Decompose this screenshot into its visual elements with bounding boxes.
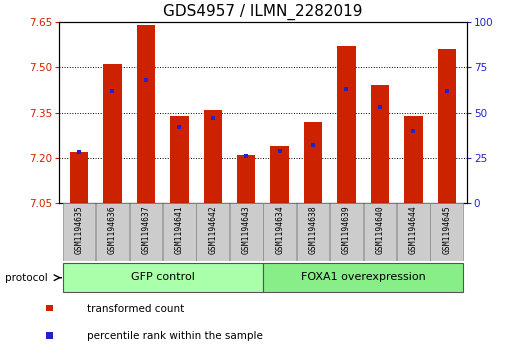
- Bar: [96, 203, 129, 261]
- Text: GSM1194645: GSM1194645: [442, 205, 451, 254]
- Point: [309, 142, 317, 148]
- Point: [409, 128, 418, 134]
- Text: GFP control: GFP control: [131, 272, 194, 282]
- Text: transformed count: transformed count: [87, 303, 185, 314]
- Bar: [297, 203, 329, 261]
- Bar: [103, 64, 122, 203]
- Point: [443, 88, 451, 94]
- Text: GSM1194639: GSM1194639: [342, 205, 351, 254]
- Point: [209, 115, 217, 121]
- Bar: [304, 122, 322, 203]
- Text: GSM1194635: GSM1194635: [74, 205, 84, 254]
- Text: GSM1194637: GSM1194637: [142, 205, 150, 254]
- Bar: [196, 203, 229, 261]
- Point: [242, 153, 250, 159]
- Text: GSM1194642: GSM1194642: [208, 205, 218, 254]
- Point: [342, 86, 350, 92]
- Bar: [330, 203, 363, 261]
- Text: GSM1194640: GSM1194640: [376, 205, 384, 254]
- Text: GSM1194638: GSM1194638: [308, 205, 318, 254]
- Text: GSM1194641: GSM1194641: [175, 205, 184, 254]
- Bar: [270, 146, 289, 203]
- Bar: [63, 203, 95, 261]
- Bar: [137, 25, 155, 203]
- Point: [75, 150, 83, 155]
- Text: percentile rank within the sample: percentile rank within the sample: [87, 331, 263, 341]
- Title: GDS4957 / ILMN_2282019: GDS4957 / ILMN_2282019: [163, 4, 363, 20]
- Bar: [204, 110, 222, 203]
- Bar: [430, 203, 463, 261]
- Bar: [129, 203, 162, 261]
- Text: GSM1194643: GSM1194643: [242, 205, 251, 254]
- Bar: [263, 263, 463, 293]
- Text: GSM1194636: GSM1194636: [108, 205, 117, 254]
- Bar: [237, 155, 255, 203]
- Point: [376, 104, 384, 110]
- Bar: [337, 46, 356, 203]
- Bar: [170, 115, 189, 203]
- Point: [175, 124, 184, 130]
- Point: [142, 77, 150, 83]
- Bar: [230, 203, 263, 261]
- Text: GSM1194634: GSM1194634: [275, 205, 284, 254]
- Bar: [397, 203, 430, 261]
- Point: [275, 148, 284, 154]
- Bar: [371, 85, 389, 203]
- Text: FOXA1 overexpression: FOXA1 overexpression: [301, 272, 426, 282]
- Text: protocol: protocol: [5, 273, 48, 283]
- Bar: [364, 203, 397, 261]
- Bar: [70, 152, 88, 203]
- Bar: [63, 263, 263, 293]
- Point: [108, 88, 116, 94]
- Bar: [263, 203, 296, 261]
- Bar: [163, 203, 196, 261]
- Text: GSM1194644: GSM1194644: [409, 205, 418, 254]
- Bar: [404, 115, 423, 203]
- Bar: [438, 49, 456, 203]
